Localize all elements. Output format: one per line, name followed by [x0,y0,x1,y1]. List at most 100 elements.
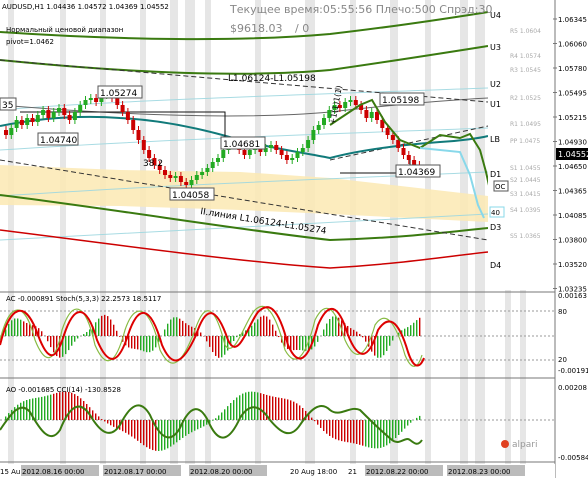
label-ao-tag: 40 [491,209,500,217]
ac-bar [113,325,114,336]
time-tick-label: 2012.08.23 00:00 [448,468,510,476]
ao-bar [395,420,396,438]
ac-bar [326,324,327,336]
session-stripe [185,0,195,464]
ao-bar [293,402,294,420]
ac-bar [263,316,264,336]
ao-bar [164,420,165,450]
ac-bar [146,336,147,352]
candle-body [200,172,204,175]
ao-bar [131,420,132,436]
ac-bar [266,316,267,336]
ac-bar [335,316,336,336]
ac-bar [413,323,414,336]
ao-bar [56,393,57,420]
ac-bar [392,336,393,341]
ac-bar [209,336,210,347]
ao-bar [71,393,72,420]
price-tick-label: 1.05780 [558,65,587,73]
ao-bar [173,420,174,445]
ao-bar [203,420,204,426]
level-label: D4 [490,261,501,270]
ao-bar [275,397,276,420]
ao-bar [95,413,96,420]
ao-bar [38,397,39,420]
pivot-level-label: S5 1.0365 [510,233,541,240]
candle-body [349,100,353,102]
price-tick-label: 1.06345 [558,16,587,24]
candle-body [57,108,61,112]
candle-body [248,150,252,155]
candle-body [126,112,130,120]
ao-bar [236,397,237,420]
label-price-c: 1.04681 [223,140,260,150]
label-price-d: 1.04058 [172,191,209,201]
candle-body [25,118,29,125]
ac-bar [407,327,408,336]
ao-bar [311,418,312,420]
ac-bar [23,321,24,336]
ac-bar [278,336,279,337]
candle-body [301,148,305,152]
session-stripe [205,0,211,464]
candle-body [221,150,225,158]
ao-bar [299,405,300,420]
ac-bar [365,336,366,342]
ac-bar [134,336,135,349]
ao-bar [392,420,393,441]
candle-body [386,128,390,135]
candle-body [391,135,395,140]
ao-bar [335,420,336,439]
ao-bar [35,398,36,420]
ac-bar [272,325,273,336]
ac-bar [89,329,90,336]
candle-body [179,176,183,182]
ao-bar [377,420,378,448]
ac-bar [356,332,357,336]
label-trend-top: L1.06124-L1.05198 [228,74,316,84]
candle-body [94,98,98,102]
label-fib: 38.2 [143,159,163,169]
ac-bar [173,317,174,336]
ao-bar [251,392,252,420]
ao-bar [41,397,42,420]
pivot-level-label: S1 1.0455 [510,165,541,172]
session-stripe [390,0,398,464]
pivot-level-label: R4 1.0574 [510,53,541,60]
ao-bar [44,396,45,420]
ao-bar [329,420,330,436]
ao-bar [110,420,111,425]
candle-body [174,176,178,178]
candle-body [370,112,374,118]
candle-body [243,150,247,155]
ao-bar [20,403,21,420]
ac-axis-label: 80 [558,308,567,316]
candle-body [52,112,56,118]
ac-bar [359,334,360,336]
ao-bar [365,420,366,447]
ao-bar [50,395,51,420]
label-oc: OC [495,183,506,191]
candle-body [317,125,321,130]
ao-bar [212,420,213,421]
ao-bar [188,420,189,434]
ao-bar [230,403,231,420]
ao-bar [314,420,315,421]
time-tick-label: 2012.08.22 00:00 [366,468,428,476]
ao-bar [194,420,195,431]
ac-bar [317,336,318,342]
ac-bar [254,323,255,336]
ac-bar [410,325,411,336]
time-tick-label: 21 [348,468,357,476]
ac-bar [251,326,252,336]
ao-bar [302,408,303,420]
ao-bar [125,420,126,433]
ac-bar [26,323,27,336]
ac-bar [119,336,120,337]
candle-body [311,130,315,140]
ao-bar [101,419,102,420]
ac-bar [74,336,75,342]
level-label: LB [490,135,500,144]
ao-bar [356,420,357,444]
